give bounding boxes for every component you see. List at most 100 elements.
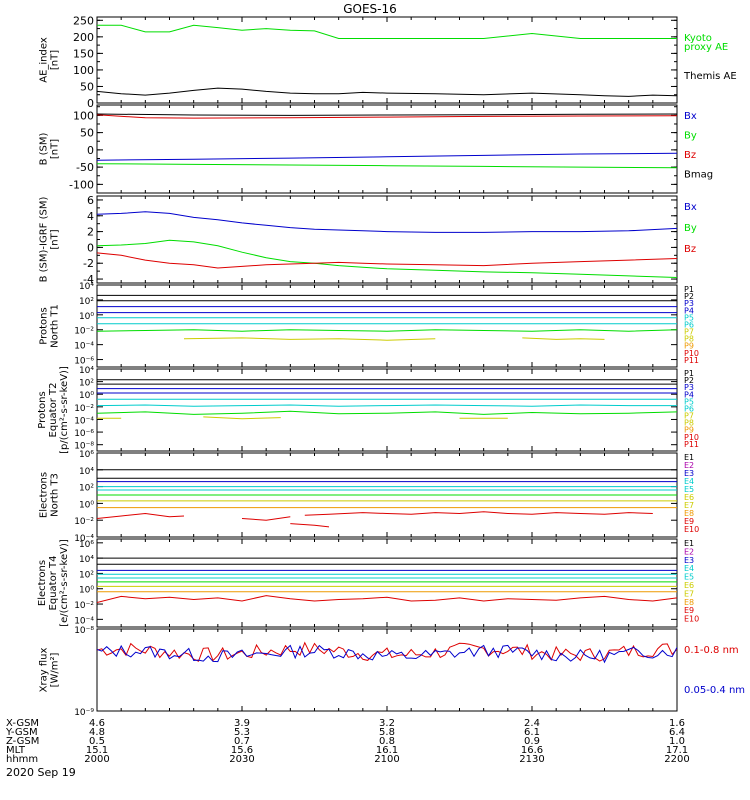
legend-entry: P9 (684, 342, 694, 351)
axis-row-value: 2100 (374, 754, 399, 765)
legend-entry: By (684, 131, 697, 142)
legend-entry: Bx (684, 111, 697, 122)
legend-entry: Bz (684, 244, 696, 255)
legend-entry: P9 (684, 426, 694, 435)
series-group (97, 24, 677, 97)
legend-entry: P11 (684, 440, 699, 449)
legend-entry: E3 (684, 469, 694, 478)
axis-row-value: 4.6 (89, 718, 105, 729)
y-axis-label: Equator T4 (48, 556, 59, 611)
series-group (97, 294, 677, 341)
legend-entry: P6 (684, 320, 694, 329)
legend-entry: Bmag (684, 170, 713, 181)
axis-row-value: 0.5 (89, 736, 105, 747)
axis-row-value: 16.6 (521, 745, 543, 756)
axis-row-value: 3.2 (379, 718, 395, 729)
legend-entry: P2 (684, 376, 694, 385)
panel-bsm: -100 -50 0 50 100 B (SM) [nT] Bx By Bz Bmag (39, 104, 713, 194)
panel-xray: 10⁻⁹ 10⁻⁸ Xray flux [W/m²] 0.1-0.8 nm 0.05-0.… (39, 626, 746, 718)
y-axis-label: AE_index (39, 37, 50, 83)
series-group (97, 641, 677, 664)
series-line-e9c (304, 511, 653, 516)
series-line-bz (97, 252, 677, 269)
panel-frame (96, 368, 678, 452)
series-line-e9 (97, 512, 185, 519)
axis-row-label: hhmm (6, 754, 38, 765)
legend-entry: proxy AE (684, 42, 728, 53)
legend-entry: P10 (684, 349, 699, 358)
y-tick-label: 10⁻⁸ (74, 626, 94, 636)
y-tick-label: 10⁻² (74, 327, 94, 337)
legend-entry: E9 (684, 606, 694, 615)
y-tick-label: 10⁰ (79, 391, 94, 401)
series-line-bx (97, 152, 677, 161)
y-tick-label: 10⁻⁴ (74, 616, 94, 626)
y-tick-label: 10² (79, 379, 94, 389)
legend-entry: P6 (684, 404, 694, 413)
legend-entry: E7 (684, 501, 694, 510)
y-tick-label: 10⁻⁶ (74, 357, 94, 367)
axis-row-value: 4.8 (89, 727, 105, 738)
legend-entry: E7 (684, 589, 694, 598)
legend-entry: Bz (684, 150, 696, 161)
panel-bigrf: -4 -2 0 2 4 6 B (SM)-IGRF (SM) [nT] Bx By Bz (39, 194, 697, 286)
series-line-p6 (97, 404, 677, 407)
legend-entry: 0.05-0.4 nm (684, 685, 745, 696)
y-tick-label: 10⁰ (79, 586, 94, 596)
y-tick-label: 10⁻⁸ (74, 442, 94, 452)
axis-row-value: 15.6 (231, 745, 253, 756)
y-tick-label: 10⁰ (79, 500, 94, 510)
axis-row-label: Z-GSM (6, 736, 39, 747)
legend-entry: E4 (684, 564, 694, 573)
time-axis-table: 2020 Sep 19 X-GSM 4.6 3.9 3.2 2.4 1.6 Y-GSM 4.8… (5, 718, 690, 779)
y-tick-label: 10² (79, 297, 94, 307)
series-group (97, 379, 677, 420)
panel-frame (96, 628, 678, 712)
series-line-0-05-0-4-nm (97, 644, 677, 664)
series-group (97, 113, 677, 169)
legend-entry: E2 (684, 461, 694, 470)
legend-entry: E9 (684, 517, 694, 526)
y-tick-label: 100 (73, 109, 94, 122)
y-axis-label: Electrons (39, 472, 50, 518)
axis-row-value: 2200 (664, 754, 689, 765)
series-line-kyoto-proxy-ae (97, 24, 677, 39)
series-line-e9b (241, 516, 291, 521)
legend-entry: By (684, 223, 697, 234)
series-line-p8b (522, 337, 605, 340)
y-tick-label: 150 (73, 47, 94, 60)
legend-entry: Kyoto (684, 33, 712, 44)
legend-entry: E5 (684, 573, 694, 582)
panel-protons_n: 10⁻⁶ 10⁻⁴ 10⁻² 10⁰ 10² 10⁴ Protons North T1 P1P2… (39, 282, 699, 368)
panel-frame (96, 195, 678, 284)
series-line-themis-ae (97, 87, 677, 97)
y-tick-label: -50 (76, 161, 94, 174)
axis-row-value: 2030 (229, 754, 254, 765)
series-line-p8 (183, 337, 436, 341)
y-tick-label: 50 (80, 127, 94, 140)
y-tick-label: -100 (69, 178, 94, 191)
legend-entry: E3 (684, 556, 694, 565)
axis-row-label: MLT (6, 745, 26, 756)
axis-row-value: 1.0 (669, 736, 685, 747)
legend-entry: E6 (684, 493, 694, 502)
axis-row-label: X-GSM (6, 718, 39, 729)
panel-protons_e: 10⁻⁸ 10⁻⁶ 10⁻⁴ 10⁻² 10⁰ 10² 10⁴ Protons Equator … (37, 366, 699, 454)
y-tick-label: 2 (87, 226, 94, 239)
y-tick-label: 10⁻² (74, 601, 94, 611)
series-line-by (97, 163, 677, 169)
legend-entry: P5 (684, 397, 694, 406)
legend-entry: E10 (684, 525, 699, 534)
legend-entry: E2 (684, 547, 694, 556)
axis-row-value: 6.1 (524, 727, 540, 738)
legend-entry: E6 (684, 581, 694, 590)
y-axis-label: Electrons (37, 560, 48, 606)
y-tick-label: 4 (87, 210, 94, 223)
axis-row-value: 6.4 (669, 727, 685, 738)
legend-entry: P2 (684, 292, 694, 301)
series-group (97, 211, 677, 278)
legend-entry: E8 (684, 598, 694, 607)
y-tick-label: 10⁻² (74, 517, 94, 527)
